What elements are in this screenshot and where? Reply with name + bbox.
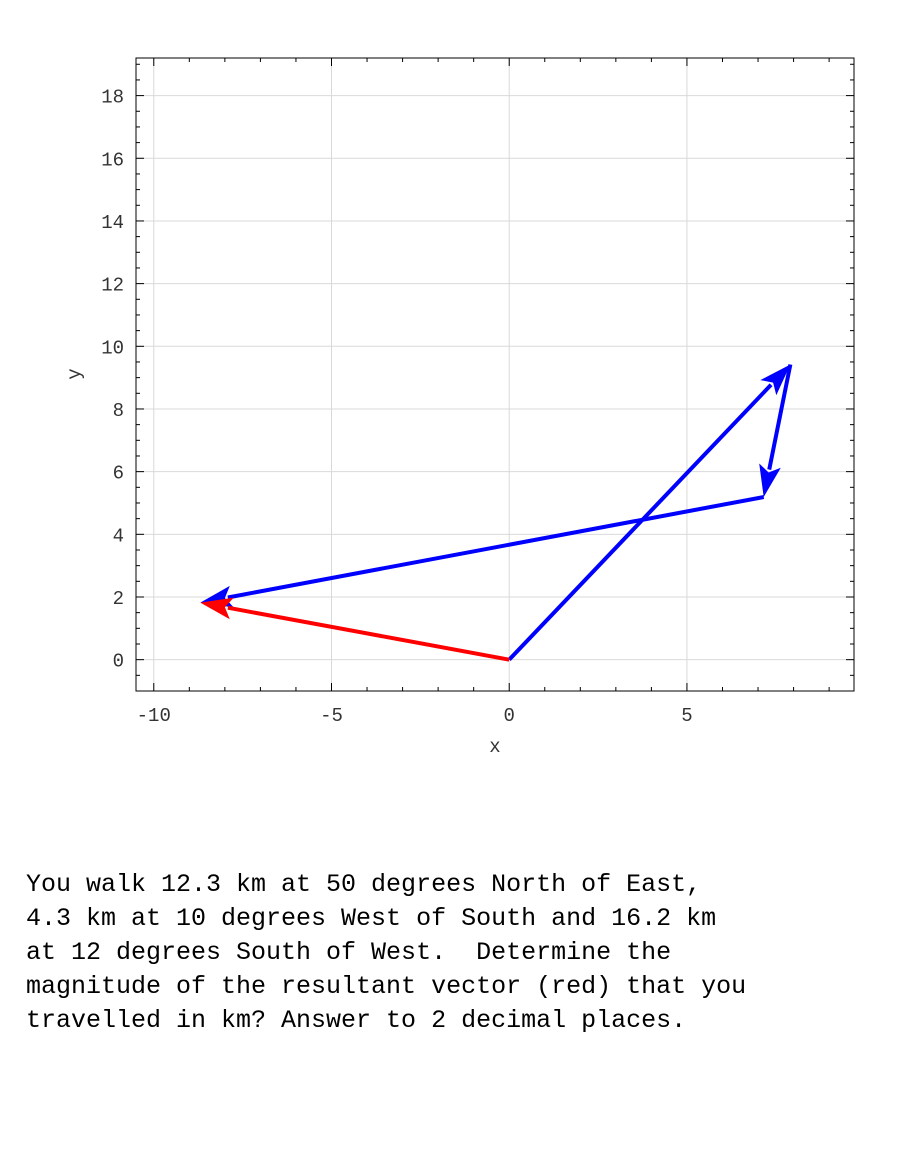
x-tick-label: -10 [137, 705, 171, 727]
x-tick-label: 0 [504, 705, 515, 727]
y-tick-label: 16 [101, 149, 124, 171]
y-tick-label: 0 [113, 651, 124, 673]
question-line: travelled in km? Answer to 2 decimal pla… [26, 1006, 687, 1035]
vector-arrowhead [759, 463, 781, 497]
y-tick-label: 2 [113, 588, 124, 610]
vectors [200, 364, 793, 662]
x-axis-label: x [489, 736, 500, 758]
y-tick-label: 8 [113, 400, 124, 422]
vector-line [767, 364, 793, 470]
question-line: You walk 12.3 km at 50 degrees North of … [26, 870, 702, 899]
y-axis-label: y [64, 368, 86, 379]
vector-line [227, 495, 765, 600]
ticks [136, 58, 854, 692]
vector-line [227, 605, 510, 662]
y-tick-label: 4 [113, 525, 124, 547]
question-line: at 12 degrees South of West. Determine t… [26, 938, 672, 967]
tick-labels: -10 -5 0 5 0 2 4 6 8 10 12 14 16 18 [101, 87, 692, 727]
grid [136, 58, 854, 691]
plot-frame [135, 57, 855, 692]
vector-arrowhead [200, 597, 234, 620]
y-tick-label: 6 [113, 463, 124, 485]
question-text: You walk 12.3 km at 50 degrees North of … [26, 868, 886, 1038]
x-tick-label: 5 [681, 705, 692, 727]
question-line: 4.3 km at 10 degrees West of South and 1… [26, 904, 717, 933]
vector-chart: -10 -5 0 5 0 2 4 6 8 10 12 14 16 18 x y [64, 57, 855, 758]
y-tick-label: 18 [101, 87, 124, 109]
y-tick-label: 10 [101, 337, 124, 359]
vector-arrowhead [760, 364, 791, 396]
y-tick-label: 12 [101, 275, 124, 297]
question-line: magnitude of the resultant vector (red) … [26, 972, 747, 1001]
y-tick-label: 14 [101, 212, 124, 234]
x-tick-label: -5 [320, 705, 343, 727]
